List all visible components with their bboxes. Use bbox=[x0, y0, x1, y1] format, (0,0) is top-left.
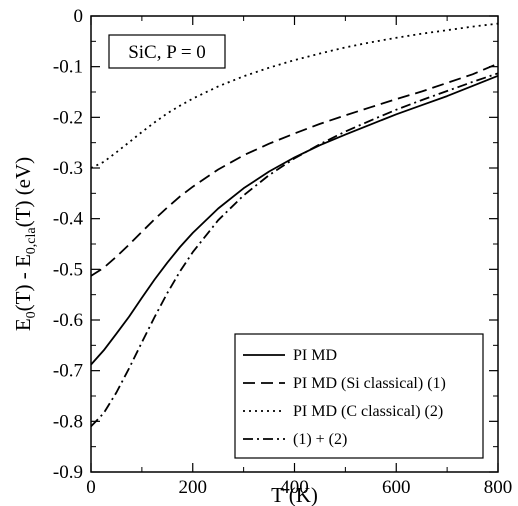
axis-ticks bbox=[90, 15, 499, 473]
y-tick-label: 0 bbox=[74, 6, 84, 27]
series-lines bbox=[90, 22, 499, 428]
legend-label: PI MD (Si classical) (1) bbox=[293, 375, 446, 392]
legend: PI MD PI MD (Si classical) (1) PI MD (C cl… bbox=[234, 333, 484, 459]
annotation-frame bbox=[108, 34, 226, 69]
x-tick-label: 200 bbox=[179, 477, 208, 498]
x-axis-label: T (K) bbox=[271, 483, 318, 506]
series-line-2 bbox=[90, 62, 499, 277]
x-tick-label: 800 bbox=[484, 477, 513, 498]
y-tick-label: -0.9 bbox=[53, 462, 83, 483]
y-tick-label: -0.6 bbox=[53, 310, 83, 331]
legend-label: PI MD (C classical) (2) bbox=[293, 403, 443, 420]
x-tick-label: 0 bbox=[86, 477, 96, 498]
annotation-box: SiC, P = 0 bbox=[108, 34, 226, 69]
y-axis-label-subcla: 0,cla bbox=[24, 227, 39, 255]
y-tick-label: -0.2 bbox=[53, 107, 83, 128]
y-tick-label: -0.7 bbox=[53, 361, 83, 382]
x-tick-label: 600 bbox=[382, 477, 411, 498]
legend-label: (1) + (2) bbox=[293, 431, 347, 448]
annotation-text: SiC, P = 0 bbox=[128, 42, 206, 63]
y-axis-label-sub0: 0 bbox=[24, 311, 39, 318]
legend-items: PI MD PI MD (Si classical) (1) PI MD (C cl… bbox=[243, 347, 446, 448]
y-tick-label: -0.5 bbox=[53, 259, 83, 280]
y-axis-label-e: E bbox=[11, 318, 35, 331]
series-line-1 bbox=[90, 74, 499, 366]
y-axis-label-mid: (T) - E bbox=[11, 254, 35, 311]
y-tick-label: -0.3 bbox=[53, 158, 83, 179]
y-axis-label-tail: (T) (eV) bbox=[11, 157, 35, 228]
x-tick-label: 400 bbox=[280, 477, 309, 498]
x-tick-labels: 0 200 400 600 800 bbox=[86, 477, 512, 498]
y-tick-label: -0.8 bbox=[53, 411, 83, 432]
legend-label: PI MD bbox=[293, 347, 337, 364]
y-tick-labels: -0.9 -0.8 -0.7 -0.6 -0.5 -0.4 -0.3 -0.2 -0.1 0 bbox=[53, 6, 84, 483]
y-axis-label: E0(T) - E0,cla(T) (eV) bbox=[11, 157, 39, 331]
y-tick-label: -0.1 bbox=[53, 57, 83, 78]
y-tick-label: -0.4 bbox=[53, 209, 84, 230]
